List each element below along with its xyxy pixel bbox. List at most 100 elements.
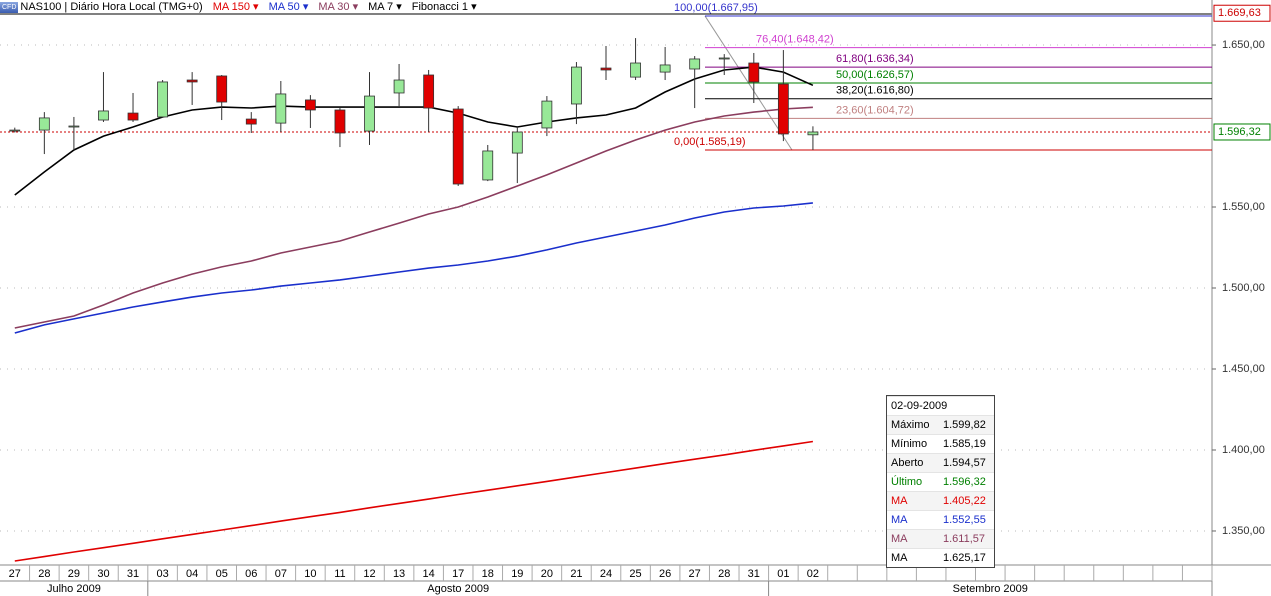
candle-body — [9, 129, 21, 132]
info-value: 1.552,55 — [943, 514, 986, 526]
info-row: MA 1.611,57 — [887, 529, 994, 548]
price-tag — [1213, 123, 1271, 141]
candle-body — [748, 62, 760, 83]
series-menu[interactable]: MA 7 ▾ — [368, 1, 402, 13]
info-name: Máximo — [891, 419, 930, 431]
ma-line — [14, 202, 813, 334]
info-row: Último 1.596,32 — [887, 472, 994, 491]
x-tick-label: 13 — [393, 568, 405, 580]
x-tick-label: 02 — [807, 568, 819, 580]
info-row: Máximo 1.599,82 — [887, 415, 994, 434]
y-tick-label: 1.350,00 — [1222, 525, 1265, 537]
logo: CFD — [0, 1, 19, 13]
info-value: 1.596,32 — [943, 476, 986, 488]
x-tick-label: 01 — [777, 568, 789, 580]
x-tick-label: 07 — [275, 568, 287, 580]
x-tick-label: 21 — [570, 568, 582, 580]
x-tick-label: 26 — [659, 568, 671, 580]
x-tick-label: 31 — [748, 568, 760, 580]
candle-body — [807, 131, 819, 136]
x-tick-label: 25 — [629, 568, 641, 580]
y-tick-label: 1.450,00 — [1222, 363, 1265, 375]
x-tick-label: 04 — [186, 568, 198, 580]
x-tick-label: 18 — [482, 568, 494, 580]
y-tick-label: 1.650,00 — [1222, 39, 1265, 51]
candle-body — [68, 125, 80, 128]
candle-body — [689, 58, 701, 70]
info-date: 02-09-2009 — [887, 396, 994, 415]
x-tick-label: 20 — [541, 568, 553, 580]
info-row: MA 1.625,17 — [887, 548, 994, 567]
info-row: Mínimo 1.585,19 — [887, 434, 994, 453]
info-name: MA — [891, 514, 908, 526]
fib-label: 38,20(1.616,80) — [836, 85, 914, 97]
ma-line — [14, 106, 813, 329]
info-name: MA — [891, 533, 908, 545]
x-tick-label: 27 — [689, 568, 701, 580]
candle-body — [600, 67, 612, 71]
candle-body — [364, 95, 375, 132]
fib-label: 61,80(1.636,34) — [836, 53, 914, 65]
candle-body — [275, 93, 287, 124]
x-tick-label: 06 — [245, 568, 257, 580]
x-tick-label: 05 — [216, 568, 228, 580]
info-name: MA — [891, 495, 908, 507]
candle-body — [511, 131, 523, 154]
candle-body — [423, 74, 435, 109]
candle-body — [482, 150, 494, 181]
info-name: Aberto — [891, 457, 924, 469]
series-menu[interactable]: MA 150 ▾ — [212, 1, 259, 13]
info-row: MA 1.552,55 — [887, 510, 994, 529]
ma-line — [14, 440, 814, 562]
fibonacci-menu[interactable]: Fibonacci 1 ▾ — [411, 1, 477, 13]
x-tick-label: 27 — [9, 568, 21, 580]
month-label: Setembro 2009 — [953, 583, 1028, 595]
candle-body — [157, 81, 168, 118]
info-value: 1.625,17 — [943, 552, 986, 564]
info-value: 1.585,19 — [943, 438, 986, 450]
price-tag-label: 1.596,32 — [1218, 126, 1261, 138]
x-tick-label: 12 — [363, 568, 375, 580]
series-menu[interactable]: MA 30 ▾ — [318, 1, 359, 13]
chart-title[interactable]: NAS100 | Diário Hora Local (TMG+0) — [20, 1, 203, 13]
info-name: Último — [891, 476, 923, 488]
fib-label: 0,00(1.585,19) — [674, 136, 746, 148]
price-tag-label: 1.669,63 — [1218, 7, 1261, 19]
candle-body — [334, 109, 346, 134]
info-value: 1.611,57 — [943, 533, 986, 545]
info-box: 02-09-2009 Máximo 1.599,82 Mínimo 1.585,19 Ab… — [886, 395, 995, 568]
info-name: MA — [891, 552, 908, 564]
x-tick-label: 24 — [600, 568, 612, 580]
candle-body — [571, 66, 582, 105]
price-tag — [1213, 4, 1271, 22]
info-row: Aberto 1.594,57 — [887, 453, 994, 472]
candle-body — [98, 110, 109, 121]
x-tick-label: 03 — [156, 568, 168, 580]
month-label: Agosto 2009 — [427, 583, 489, 595]
candle-body — [393, 79, 405, 94]
fib-label: 23,60(1.604,72) — [836, 104, 914, 116]
x-tick-label: 28 — [718, 568, 730, 580]
x-tick-label: 30 — [97, 568, 109, 580]
x-tick-label: 28 — [38, 568, 50, 580]
candle-body — [630, 62, 641, 78]
candle-body — [216, 75, 228, 103]
fib-label: 50,00(1.626,57) — [836, 69, 914, 81]
candle-body — [245, 118, 257, 125]
x-tick-label: 11 — [334, 568, 345, 580]
y-tick-label: 1.400,00 — [1222, 444, 1265, 456]
info-value: 1.599,82 — [943, 419, 986, 431]
candle-body — [541, 100, 553, 129]
x-tick-label: 19 — [511, 568, 523, 580]
y-tick-label: 1.550,00 — [1222, 201, 1265, 213]
toolbar: CFD NAS100 | Diário Hora Local (TMG+0) MA … — [0, 0, 487, 14]
series-menu[interactable]: MA 50 ▾ — [268, 1, 309, 13]
candle-body — [452, 108, 464, 185]
x-tick-label: 31 — [127, 568, 139, 580]
y-tick-label: 1.500,00 — [1222, 282, 1265, 294]
candle-body — [718, 57, 730, 60]
fib-label: 76,40(1.648,42) — [756, 33, 834, 45]
info-value: 1.405,22 — [943, 495, 986, 507]
